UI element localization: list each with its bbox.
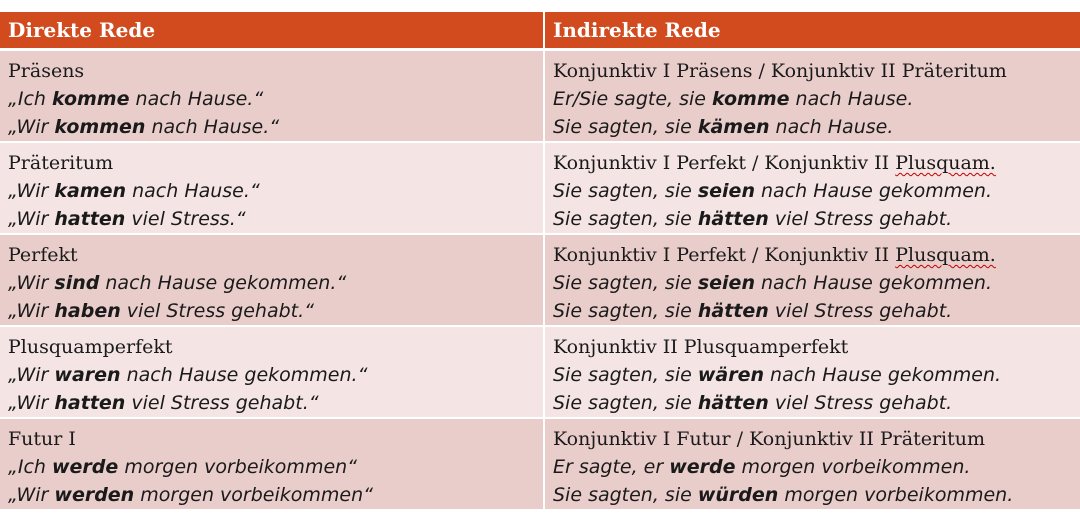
tense-label: Präteritum [8,152,114,174]
example-line: „Wir hatten viel Stress.“ [8,208,246,230]
table-row: Präsens „Ich komme nach Hause.“ „Wir kom… [0,49,1080,143]
indirect-cell: Konjunktiv I Präsens / Konjunktiv II Prä… [544,49,1080,143]
indirect-cell: Konjunktiv I Perfekt / Konjunktiv II Plu… [544,142,1080,235]
header-indirect: Indirekte Rede [544,12,1080,51]
tense-label: Konjunktiv I Perfekt / Konjunktiv II Plu… [553,244,996,266]
header-row: Direkte Rede Indirekte Rede [0,12,1080,51]
example-line: „Wir sind nach Hause gekommen.“ [8,272,347,294]
indirect-cell: Konjunktiv I Futur / Konjunktiv II Präte… [544,418,1080,511]
tense-label: Konjunktiv II Plusquamperfekt [553,336,849,358]
header-direct: Direkte Rede [0,12,545,51]
example-line: Sie sagten, sie seien nach Hause gekomme… [553,272,992,294]
tense-label: Futur I [8,428,76,450]
example-line: Sie sagten, sie wären nach Hause gekomme… [553,364,1002,386]
example-line: Sie sagten, sie seien nach Hause gekomme… [553,180,992,202]
example-line: „Ich komme nach Hause.“ [8,88,264,110]
example-line: „Wir haben viel Stress gehabt.“ [8,300,315,322]
indirect-cell: Konjunktiv II Plusquamperfekt Sie sagten… [544,326,1080,419]
example-line: Sie sagten, sie hätten viel Stress gehab… [553,392,953,414]
example-line: „Wir kommen nach Hause.“ [8,116,280,138]
tense-label: Konjunktiv I Futur / Konjunktiv II Präte… [553,428,986,450]
table-row: Perfekt „Wir sind nach Hause gekommen.“ … [0,234,1080,327]
table-row: Präteritum „Wir kamen nach Hause.“ „Wir … [0,142,1080,235]
direct-cell: Präsens „Ich komme nach Hause.“ „Wir kom… [0,49,545,143]
table-row: Futur I „Ich werde morgen vorbeikommen“ … [0,418,1080,511]
tense-label: Plusquamperfekt [8,336,173,358]
tense-label: Präsens [8,60,85,82]
example-line: Sie sagten, sie hätten viel Stress gehab… [553,300,953,322]
grammar-table: Direkte Rede Indirekte Rede Präsens „Ich… [0,12,1080,511]
direct-cell: Perfekt „Wir sind nach Hause gekommen.“ … [0,234,545,327]
table-row: Plusquamperfekt „Wir waren nach Hause ge… [0,326,1080,419]
example-line: Er sagte, er werde morgen vorbeikommen. [553,456,971,478]
example-line: „Wir werden morgen vorbeikommen“ [8,484,373,506]
tense-label: Konjunktiv I Perfekt / Konjunktiv II Plu… [553,152,996,174]
indirect-cell: Konjunktiv I Perfekt / Konjunktiv II Plu… [544,234,1080,327]
direct-cell: Präteritum „Wir kamen nach Hause.“ „Wir … [0,142,545,235]
direct-cell: Futur I „Ich werde morgen vorbeikommen“ … [0,418,545,511]
tense-label: Perfekt [8,244,78,266]
example-line: Sie sagten, sie kämen nach Hause. [553,116,894,138]
example-line: „Wir hatten viel Stress gehabt.“ [8,392,319,414]
example-line: Er/Sie sagte, sie komme nach Hause. [553,88,914,110]
example-line: „Ich werde morgen vorbeikommen“ [8,456,358,478]
tense-label: Konjunktiv I Präsens / Konjunktiv II Prä… [553,60,1007,82]
example-line: „Wir kamen nach Hause.“ [8,180,260,202]
direct-cell: Plusquamperfekt „Wir waren nach Hause ge… [0,326,545,419]
example-line: Sie sagten, sie würden morgen vorbeikomm… [553,484,1014,506]
example-line: Sie sagten, sie hätten viel Stress gehab… [553,208,953,230]
example-line: „Wir waren nach Hause gekommen.“ [8,364,368,386]
